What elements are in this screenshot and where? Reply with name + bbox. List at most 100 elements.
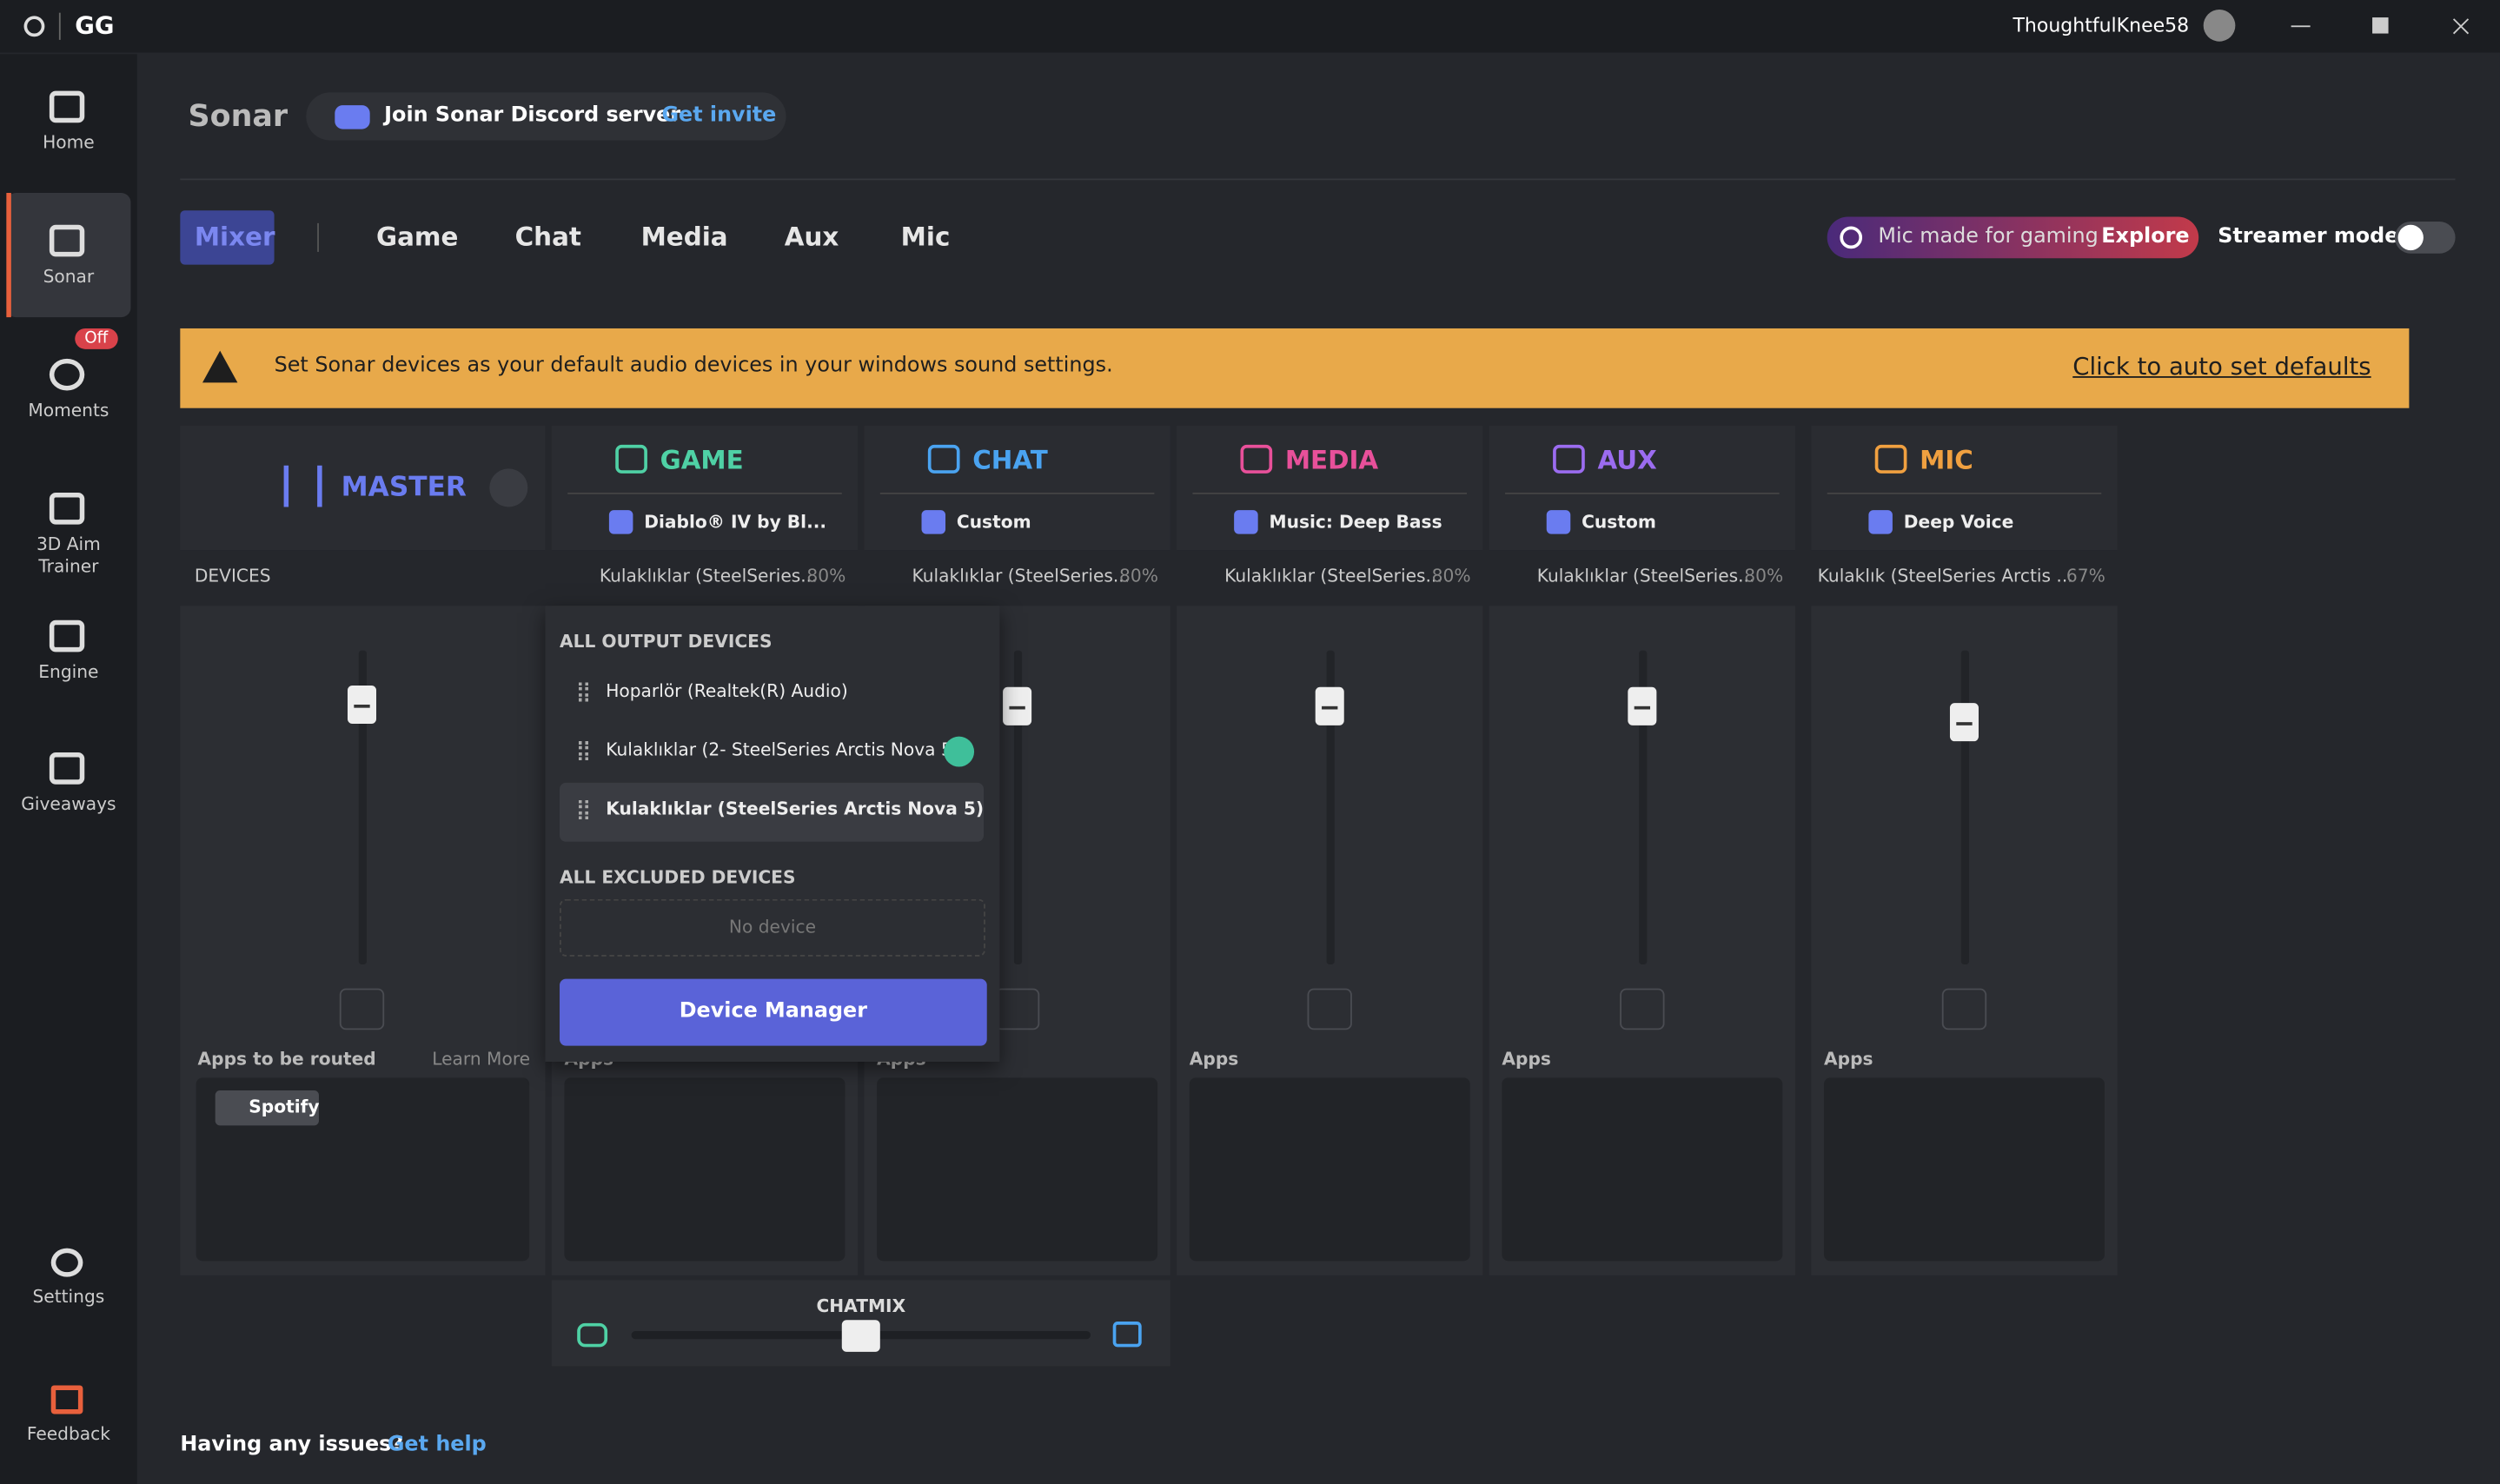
slider-track[interactable]	[1639, 650, 1648, 965]
channel-title: MEDIA	[1284, 444, 1379, 475]
app-name: Spotify	[249, 1096, 320, 1118]
device-option[interactable]: Hoparlör (Realtek(R) Audio)	[606, 680, 848, 702]
device-name[interactable]: Kulaklıklar (SteelSeries...	[599, 566, 818, 587]
device-name[interactable]: Kulaklık (SteelSeries Arctis ...	[1817, 566, 2073, 587]
avatar[interactable]	[2203, 10, 2236, 42]
mute-button[interactable]	[994, 988, 1040, 1030]
slider-thumb[interactable]	[347, 685, 377, 724]
nav-label[interactable]: Feedback	[26, 1423, 110, 1445]
section-title: ALL EXCLUDED DEVICES	[560, 867, 796, 888]
tab[interactable]: Media	[640, 222, 728, 252]
banner-action[interactable]: Click to auto set defaults	[2072, 352, 2371, 381]
preset-name[interactable]: Music: Deep Bass	[1269, 511, 1442, 533]
game-icon	[577, 1322, 608, 1348]
nav-label[interactable]: Sonar	[43, 266, 95, 288]
apps-label: Apps	[1502, 1049, 1551, 1070]
nav-label[interactable]: Giveaways	[21, 793, 116, 815]
nav-icon[interactable]	[50, 1385, 83, 1414]
nav-icon[interactable]	[49, 752, 85, 785]
title-bar	[0, 0, 2500, 53]
badge: Off	[75, 328, 118, 349]
channel-divider	[1505, 492, 1780, 494]
warning-icon	[202, 350, 238, 383]
nav-icon[interactable]	[49, 619, 85, 653]
apps-box	[877, 1077, 1158, 1262]
tab[interactable]: Chat	[514, 222, 581, 252]
chat-icon	[1112, 1322, 1142, 1348]
footer-link[interactable]: Get help	[387, 1433, 487, 1458]
learn-more[interactable]: Learn More	[432, 1049, 531, 1070]
nav-icon[interactable]	[49, 224, 85, 257]
mute-button[interactable]	[1941, 988, 1987, 1030]
channel-header	[864, 425, 1170, 551]
preset-name[interactable]: Diablo® IV by Bl...	[644, 511, 827, 533]
nav-label[interactable]: Moments	[28, 400, 109, 421]
empty-box	[560, 898, 985, 957]
channel-icon	[1874, 444, 1907, 474]
nav-label[interactable]: Home	[43, 132, 95, 154]
device-option[interactable]: Kulaklıklar (2- SteelSeries Arctis Nova …	[606, 739, 959, 761]
settings-button[interactable]	[489, 468, 528, 507]
slider-track[interactable]	[1960, 650, 1969, 965]
banner	[180, 328, 2410, 408]
preset-name[interactable]: Deep Voice	[1903, 511, 2014, 533]
invite-link[interactable]: Get invite	[661, 103, 777, 128]
device-manager-label[interactable]: Device Manager	[679, 999, 867, 1024]
slider-track[interactable]	[358, 650, 368, 965]
tab[interactable]: Game	[376, 222, 459, 252]
slider-thumb[interactable]	[1949, 703, 1979, 742]
nav-icon[interactable]	[50, 1248, 83, 1277]
promo-pill[interactable]	[1827, 216, 2199, 259]
discord-icon	[335, 105, 370, 129]
channel-divider	[879, 492, 1155, 494]
chatmix-thumb[interactable]	[841, 1320, 880, 1352]
selected-bg	[560, 782, 985, 842]
apps-box	[1189, 1077, 1470, 1262]
device-option[interactable]: Kulaklıklar (SteelSeries Arctis Nova 5)	[606, 798, 985, 820]
tab-active	[180, 210, 275, 265]
device-volume: 67%	[2066, 566, 2105, 587]
mute-button[interactable]	[1307, 988, 1352, 1030]
discord-text: Join Sonar Discord server	[384, 103, 681, 128]
channel-icon	[615, 444, 647, 474]
tab[interactable]: Aux	[784, 222, 839, 252]
nav-label[interactable]: 3D Aim Trainer	[36, 533, 101, 578]
channel-title: AUX	[1597, 444, 1657, 475]
tab[interactable]: Mic	[900, 222, 951, 252]
drag-handle	[579, 682, 589, 702]
slider-track[interactable]	[1326, 650, 1335, 965]
mute-button[interactable]	[339, 988, 385, 1030]
minimize[interactable]	[2291, 25, 2311, 28]
mute-button[interactable]	[1620, 988, 1665, 1030]
promo-link[interactable]: Explore	[2101, 224, 2190, 249]
nav-label[interactable]: Engine	[38, 661, 99, 683]
drag-handle	[579, 741, 589, 761]
channel-header	[551, 425, 859, 551]
tab[interactable]: Mixer	[194, 222, 275, 252]
empty-text: No device	[728, 917, 817, 937]
preset-name[interactable]: Custom	[956, 511, 1031, 533]
channel-header	[1811, 425, 2118, 551]
nav-icon[interactable]	[49, 90, 85, 123]
device-name[interactable]: Kulaklıklar (SteelSeries...	[1224, 566, 1442, 587]
apps-label: Apps to be routed	[197, 1049, 376, 1070]
device-manager[interactable]	[560, 978, 987, 1046]
nav-icon[interactable]	[49, 492, 85, 525]
active-bar	[6, 193, 11, 318]
nav-icon[interactable]	[49, 358, 85, 391]
nav-label[interactable]: Settings	[32, 1286, 105, 1308]
streamer-label: Streamer mode	[2218, 224, 2399, 249]
preset-icon	[921, 510, 946, 534]
device-name[interactable]: Kulaklıklar (SteelSeries...	[1536, 566, 1755, 587]
discord-pill[interactable]	[306, 92, 786, 141]
app-chip[interactable]	[215, 1090, 319, 1126]
device-name[interactable]: Kulaklıklar (SteelSeries...	[912, 566, 1131, 587]
channel-icon	[927, 444, 960, 474]
channel-icon	[1553, 444, 1585, 474]
maximize[interactable]	[2372, 17, 2389, 34]
preset-name[interactable]: Custom	[1582, 511, 1656, 533]
slider-track[interactable]	[1013, 650, 1023, 965]
drag-handle	[579, 800, 589, 820]
channel-title: MIC	[1920, 444, 1973, 475]
